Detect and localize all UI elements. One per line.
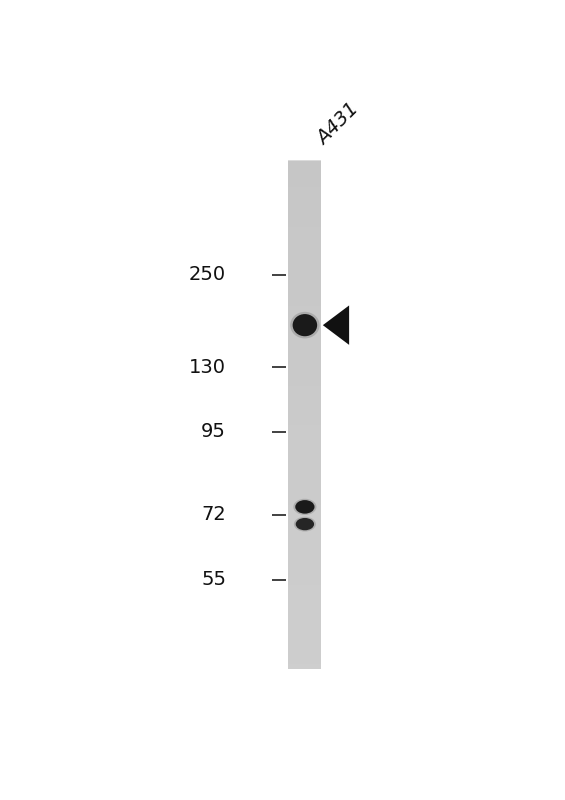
Text: 95: 95 bbox=[201, 422, 226, 442]
Bar bbox=[289, 161, 321, 669]
Ellipse shape bbox=[293, 314, 317, 336]
Text: 72: 72 bbox=[201, 506, 226, 524]
Ellipse shape bbox=[293, 498, 316, 515]
Text: 250: 250 bbox=[189, 265, 226, 284]
Text: A431: A431 bbox=[314, 99, 363, 148]
Ellipse shape bbox=[294, 517, 316, 531]
Ellipse shape bbox=[290, 312, 320, 338]
Polygon shape bbox=[323, 306, 349, 345]
Text: 55: 55 bbox=[201, 570, 226, 589]
Ellipse shape bbox=[295, 518, 314, 530]
Text: 130: 130 bbox=[189, 358, 226, 377]
Ellipse shape bbox=[295, 500, 315, 514]
